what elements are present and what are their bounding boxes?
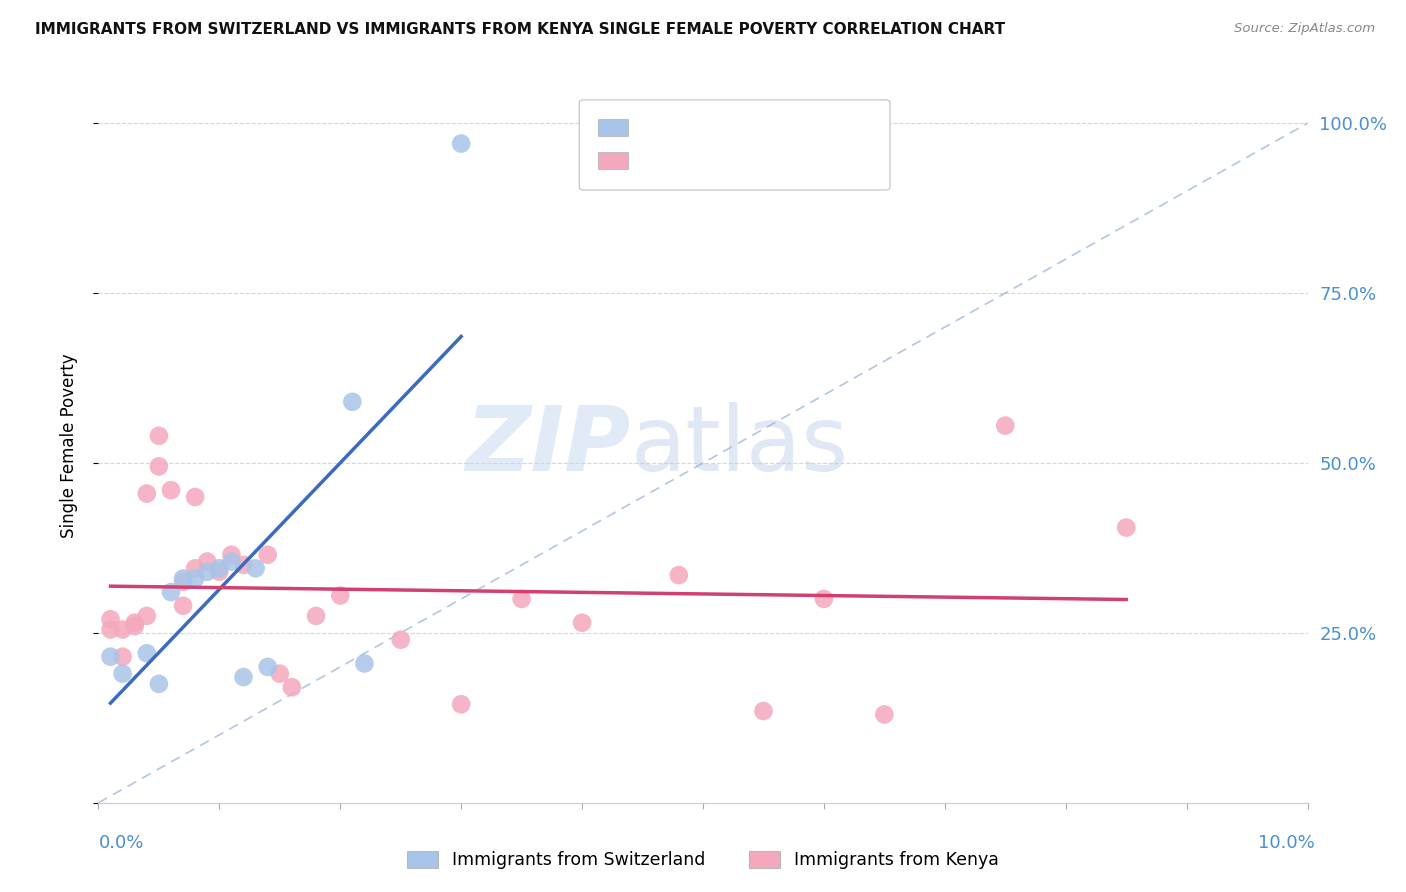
Point [571, 615, 593, 630]
Point [135, 646, 157, 660]
Point [195, 565, 218, 579]
Text: 16: 16 [748, 119, 773, 136]
Point [232, 558, 254, 572]
Point [668, 568, 690, 582]
Point [510, 591, 533, 606]
Point [256, 548, 278, 562]
Point [148, 429, 170, 443]
Point [172, 574, 194, 589]
Point [184, 561, 207, 575]
Text: 10.0%: 10.0% [1258, 834, 1315, 852]
Text: R =: R = [637, 152, 671, 169]
Point [232, 670, 254, 684]
Text: Source: ZipAtlas.com: Source: ZipAtlas.com [1234, 22, 1375, 36]
Point [184, 490, 207, 504]
Point [160, 483, 183, 498]
Point [135, 486, 157, 500]
Point [221, 555, 243, 569]
Point [873, 707, 896, 722]
Point [256, 660, 278, 674]
Point [160, 585, 183, 599]
Y-axis label: Single Female Poverty: Single Female Poverty [59, 354, 77, 538]
Point [135, 608, 157, 623]
Point [111, 623, 134, 637]
Point [305, 608, 328, 623]
Point [450, 698, 472, 712]
Text: 0.0%: 0.0% [98, 834, 143, 852]
Point [329, 589, 352, 603]
Point [100, 612, 122, 626]
Point [281, 680, 304, 694]
Text: N =: N = [717, 119, 751, 136]
Point [269, 666, 291, 681]
Point [342, 394, 364, 409]
Point [100, 623, 122, 637]
Point [208, 561, 231, 575]
Text: 0.314: 0.314 [669, 119, 725, 136]
Point [195, 555, 218, 569]
Point [245, 561, 267, 575]
Text: ZIP: ZIP [465, 402, 630, 490]
Point [813, 591, 835, 606]
Text: 0.406: 0.406 [669, 152, 725, 169]
Point [148, 459, 170, 474]
Text: atlas: atlas [630, 402, 849, 490]
Point [450, 136, 472, 151]
Point [208, 565, 231, 579]
Point [148, 677, 170, 691]
Text: IMMIGRANTS FROM SWITZERLAND VS IMMIGRANTS FROM KENYA SINGLE FEMALE POVERTY CORRE: IMMIGRANTS FROM SWITZERLAND VS IMMIGRANT… [35, 22, 1005, 37]
Point [124, 615, 146, 630]
Point [184, 572, 207, 586]
Point [111, 649, 134, 664]
Point [1115, 520, 1137, 534]
Point [172, 599, 194, 613]
Legend: Immigrants from Switzerland, Immigrants from Kenya: Immigrants from Switzerland, Immigrants … [401, 844, 1005, 876]
Point [172, 572, 194, 586]
Text: R =: R = [637, 119, 671, 136]
Point [221, 548, 243, 562]
Point [389, 632, 412, 647]
Point [994, 418, 1017, 433]
Point [124, 619, 146, 633]
Point [100, 649, 122, 664]
Point [353, 657, 375, 671]
Point [752, 704, 775, 718]
Text: 34: 34 [748, 152, 773, 169]
Point [111, 666, 134, 681]
Text: N =: N = [717, 152, 751, 169]
